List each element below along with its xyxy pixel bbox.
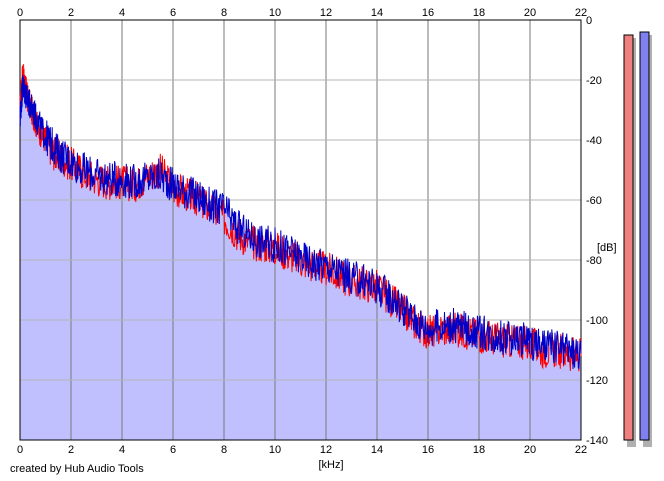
x-tick-label-bottom: 16 [422,444,434,456]
x-tick-label-top: 14 [371,7,383,19]
x-tick-label-top: 22 [575,7,587,19]
x-tick-label-top: 16 [422,7,434,19]
x-tick-label-bottom: 10 [269,444,281,456]
x-tick-label-bottom: 0 [17,444,23,456]
x-tick-label-top: 20 [524,7,536,19]
level-meter [623,34,634,441]
y-axis-label: [dB] [597,242,617,254]
y-tick-labels: 0 -20 -40 -60 -80 -100 -120 -140 [586,15,608,447]
x-tick-label-bottom: 2 [68,444,74,456]
x-tick-label-bottom: 20 [524,444,536,456]
x-tick-label-bottom: 8 [221,444,227,456]
x-tick-labels-top: 0 2 4 6 8 10 12 14 16 18 20 22 [17,7,587,19]
x-tick-label-top: 8 [221,7,227,19]
x-tick-label-bottom: 4 [119,444,125,456]
y-tick-label: 0 [586,15,592,27]
y-tick-label: -140 [586,435,608,447]
x-tick-label-top: 10 [269,7,281,19]
x-tick-label-bottom: 14 [371,444,383,456]
x-axis-label: [kHz] [318,459,343,471]
plot-frame [19,19,582,441]
level-meter [639,31,650,441]
series-layer [19,64,582,372]
x-tick-label-bottom: 6 [170,444,176,456]
x-tick-label-bottom: 12 [320,444,332,456]
grid [19,19,582,441]
y-tick-label: -60 [586,195,602,207]
level-meters [623,31,652,447]
series-line-blue [19,74,582,370]
x-tick-label-top: 6 [170,7,176,19]
x-tick-label-bottom: 18 [473,444,485,456]
x-tick-label-top: 2 [68,7,74,19]
y-tick-label: -120 [586,375,608,387]
x-tick-label-top: 0 [17,7,23,19]
x-tick-label-top: 18 [473,7,485,19]
x-tick-label-top: 12 [320,7,332,19]
x-tick-label-bottom: 22 [575,444,587,456]
x-tick-label-top: 4 [119,7,125,19]
y-tick-label: -40 [586,135,602,147]
y-tick-label: -20 [586,75,602,87]
y-tick-label: -100 [586,315,608,327]
y-tick-label: -80 [586,255,602,267]
x-tick-labels-bottom: 0 2 4 6 8 10 12 14 16 18 20 22 [17,444,587,456]
credit-text: created by Hub Audio Tools [10,463,144,475]
